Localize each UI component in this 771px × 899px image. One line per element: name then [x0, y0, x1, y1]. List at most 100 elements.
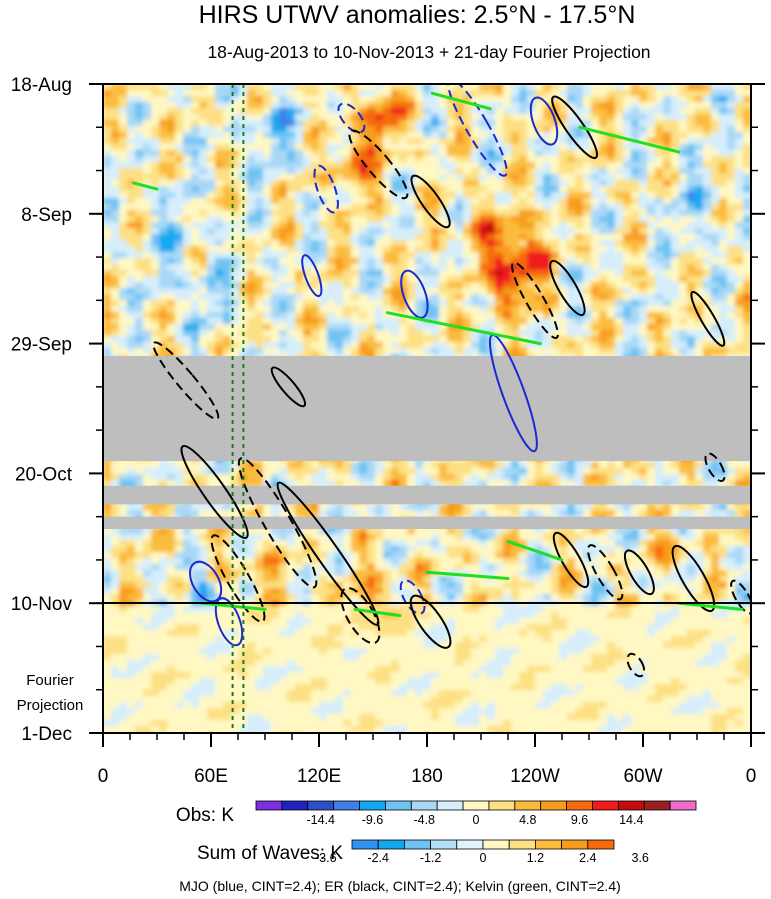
wave-contours — [132, 84, 751, 678]
mjo-contour — [313, 164, 339, 214]
plot-area — [103, 84, 751, 733]
missing-data-band — [103, 485, 751, 505]
x-axis: 0 60E 120E 180 120W 60W 0 — [98, 733, 757, 787]
er-contour — [549, 259, 586, 317]
colorbar-swatch — [255, 800, 283, 811]
colorbar-tick-label: -1.2 — [420, 851, 442, 865]
colorbar-swatch — [430, 839, 458, 850]
x-tick-label: 120W — [510, 766, 560, 787]
colorbar-swatch — [643, 800, 671, 811]
colorbar-swatch — [514, 800, 542, 811]
colorbar-swatch — [359, 800, 386, 811]
x-tick-label: 120E — [297, 766, 341, 787]
colorbar-tick-label: 9.6 — [571, 813, 588, 827]
mjo-contour — [214, 597, 244, 647]
colorbar-tick-label: 3.6 — [632, 851, 649, 865]
kelvin-contour — [353, 607, 402, 618]
colorbar-tick-label: -14.4 — [306, 813, 335, 827]
colorbar-tick-label: -4.8 — [413, 813, 435, 827]
mjo-contour — [399, 579, 426, 615]
mjo-contour — [337, 102, 366, 134]
obs-colorbar: -14.4 -9.6 -4.8 0 4.8 9.6 14.4 — [255, 800, 697, 827]
missing-data-band — [103, 355, 751, 462]
colorbar-tick-label: 1.2 — [527, 851, 544, 865]
chart-subtitle: 18-Aug-2013 to 10-Nov-2013 + 21-day Four… — [207, 42, 650, 62]
colorbar-swatch — [377, 839, 405, 850]
colorbar-tick-label: -9.6 — [362, 813, 384, 827]
colorbar-swatch — [535, 839, 563, 850]
er-contour — [730, 579, 751, 615]
colorbar-swatch — [436, 800, 464, 811]
colorbar-swatch — [482, 839, 510, 850]
mjo-contour — [400, 269, 429, 319]
colorbar-swatch — [307, 800, 335, 811]
y-tick-label: 18-Aug — [11, 75, 72, 96]
colorbar-tick-label: 14.4 — [619, 813, 643, 827]
missing-data-bands — [103, 355, 751, 530]
kelvin-contour — [578, 125, 681, 154]
er-contour — [623, 549, 655, 596]
kelvin-contour — [506, 539, 564, 562]
er-contour — [587, 544, 624, 601]
colorbar-tick-label: 0 — [480, 851, 487, 865]
colorbar-swatch — [540, 800, 567, 811]
colorbar-swatch — [592, 800, 619, 811]
waves-colorbar-label: Sum of Waves: K — [197, 843, 343, 864]
er-contour — [626, 652, 646, 678]
colorbar-swatch — [403, 839, 431, 850]
missing-data-band — [103, 516, 751, 530]
mjo-contour — [301, 254, 323, 298]
colorbar-swatch — [351, 839, 379, 850]
colorbar-swatch — [488, 800, 516, 811]
mjo-contour — [447, 84, 508, 177]
waves-colorbar: -3.6 -2.4 -1.2 0 1.2 2.4 3.6 — [315, 839, 649, 865]
projection-label-line2: Projection — [17, 697, 84, 714]
projection-label-line1: Fourier — [26, 672, 74, 689]
y-tick-label: 10-Nov — [11, 594, 73, 615]
er-contour — [409, 594, 452, 649]
er-contour — [551, 95, 599, 160]
x-tick-label: 0 — [746, 766, 757, 787]
y-tick-label: 8-Sep — [21, 205, 72, 226]
er-contour — [690, 290, 726, 347]
mjo-contour — [189, 560, 223, 603]
colorbar-swatch — [333, 800, 360, 811]
er-contour — [340, 587, 381, 645]
y-tick-label: 20-Oct — [15, 464, 73, 485]
colorbar-swatch — [669, 800, 697, 811]
er-contour — [348, 129, 409, 200]
mjo-contour — [529, 96, 559, 146]
er-contour — [671, 544, 716, 613]
colorbar-swatch — [566, 800, 593, 811]
obs-colorbar-label: Obs: K — [176, 805, 234, 826]
colorbar-tick-label: -2.4 — [367, 851, 389, 865]
contour-legend-footer: MJO (blue, CINT=2.4); ER (black, CINT=2.… — [179, 878, 621, 894]
er-contour — [270, 366, 307, 408]
colorbar-swatch — [456, 839, 484, 850]
er-contour — [210, 534, 266, 623]
colorbar-swatch — [561, 839, 589, 850]
x-tick-label: 180 — [411, 766, 443, 787]
y-axis: 18-Aug 8-Sep 29-Sep 20-Oct 10-Nov 1-Dec — [11, 75, 765, 745]
chart-title: HIRS UTWV anomalies: 2.5°N - 17.5°N — [199, 1, 636, 29]
x-tick-label: 0 — [98, 766, 109, 787]
colorbar-tick-label: 4.8 — [519, 813, 536, 827]
colorbar-swatch — [617, 800, 645, 811]
colorbar-swatch — [587, 839, 615, 850]
er-contour — [152, 341, 220, 420]
kelvin-contour — [385, 311, 542, 346]
er-contour — [180, 444, 249, 539]
x-tick-label: 60W — [623, 766, 662, 787]
er-contour — [410, 174, 451, 229]
colorbar-tick-label: 2.4 — [579, 851, 596, 865]
er-contour — [237, 457, 318, 589]
colorbar-swatch — [281, 800, 309, 811]
x-tick-label: 60E — [194, 766, 228, 787]
colorbar-tick-label: -3.6 — [315, 851, 337, 865]
kelvin-contour — [430, 91, 492, 111]
colorbar-swatch — [508, 839, 536, 850]
er-contour — [511, 261, 559, 340]
colorbar-tick-label: 0 — [473, 813, 480, 827]
y-tick-label: 29-Sep — [11, 335, 72, 356]
